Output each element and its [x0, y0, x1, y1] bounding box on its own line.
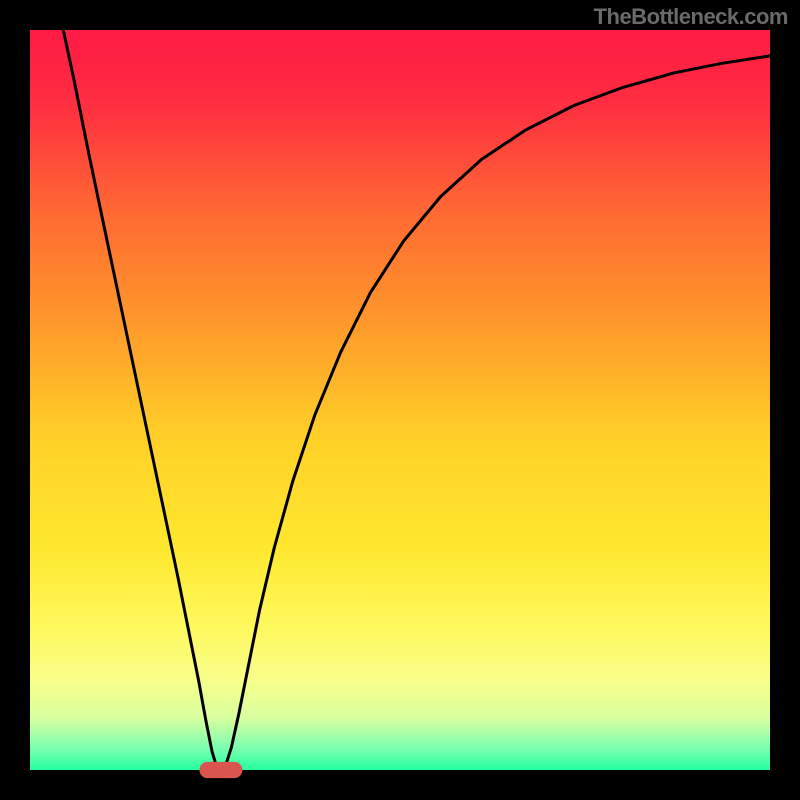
- bottleneck-curve-chart: TheBottleneck.com: [0, 0, 800, 800]
- optimal-marker: [199, 762, 242, 778]
- chart-svg: [0, 0, 800, 800]
- watermark-text: TheBottleneck.com: [594, 4, 788, 30]
